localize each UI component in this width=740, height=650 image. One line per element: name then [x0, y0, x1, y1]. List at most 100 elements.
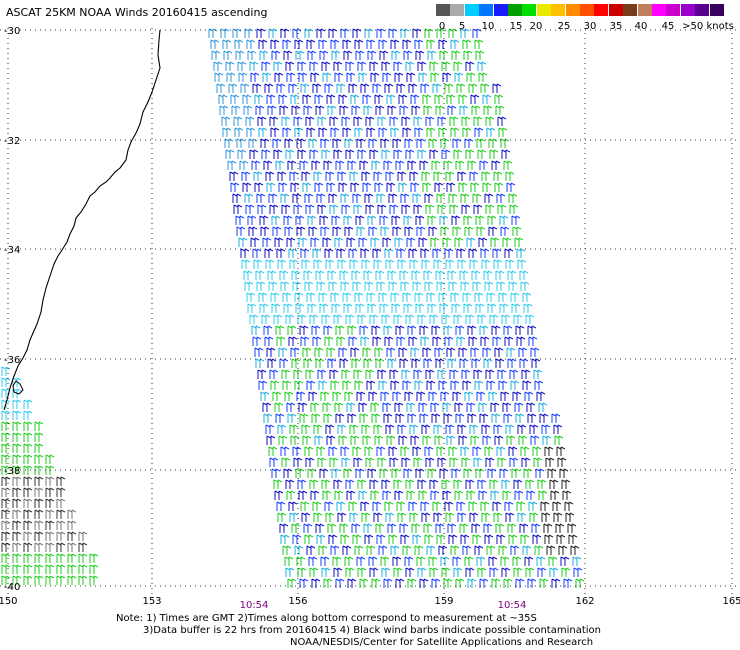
wind-barb: [271, 468, 281, 478]
australia-coastline: [3, 29, 161, 411]
wind-barb: [460, 534, 470, 544]
wind-barb: [402, 292, 412, 302]
wind-barb: [474, 545, 484, 555]
wind-barb: [448, 534, 458, 544]
wind-barb: [34, 487, 44, 497]
wind-barb: [330, 39, 340, 49]
wind-barb: [417, 61, 427, 71]
wind-barb: [359, 578, 369, 588]
wind-barb: [222, 39, 232, 49]
wind-barb: [472, 534, 482, 544]
wind-barb: [353, 457, 363, 467]
wind-barb: [311, 413, 321, 423]
wind-barb: [344, 556, 354, 566]
wind-barb: [306, 380, 316, 390]
wind-barb: [567, 523, 577, 533]
wind-barb: [532, 534, 542, 544]
wind-barb: [398, 182, 408, 192]
wind-barb: [376, 28, 386, 38]
wind-barb: [382, 72, 392, 82]
wind-barb: [499, 468, 509, 478]
wind-barb: [418, 237, 428, 247]
wind-barb: [316, 28, 326, 38]
wind-barb: [234, 127, 244, 137]
wind-barb: [351, 523, 361, 533]
wind-barb: [438, 39, 448, 49]
wind-barb: [56, 575, 66, 585]
wind-barb: [310, 490, 320, 500]
wind-barb: [353, 369, 363, 379]
wind-barb: [309, 61, 319, 71]
wind-barb: [376, 281, 386, 291]
wind-barb: [270, 380, 280, 390]
wind-barb: [432, 336, 442, 346]
wind-barb: [367, 303, 377, 313]
wind-barb: [447, 358, 457, 368]
wind-barb: [301, 259, 311, 269]
wind-barb: [384, 248, 394, 258]
wind-barb: [12, 476, 22, 486]
wind-barb: [371, 325, 381, 335]
wind-barb: [411, 523, 421, 533]
wind-barb: [423, 105, 433, 115]
wind-barb: [475, 303, 485, 313]
wind-barb: [321, 479, 331, 489]
wind-barb: [417, 149, 427, 159]
wind-barb: [462, 292, 472, 302]
wind-barb: [337, 171, 347, 181]
wind-barb: [312, 83, 322, 93]
wind-barb: [505, 512, 515, 522]
colorbar-segment: [551, 4, 566, 16]
wind-barb: [329, 116, 339, 126]
wind-barb: [459, 105, 469, 115]
wind-barb: [274, 402, 284, 412]
wind-barb: [430, 490, 440, 500]
wind-barb: [360, 248, 370, 258]
wind-barb: [398, 347, 408, 357]
wind-barb: [245, 204, 255, 214]
wind-barb: [497, 369, 507, 379]
wind-barb: [283, 50, 293, 60]
wind-barb: [468, 83, 478, 93]
wind-barb: [233, 204, 243, 214]
wind-barb: [45, 542, 55, 552]
wind-barb: [291, 523, 301, 533]
wind-barb: [452, 138, 462, 148]
longitude-label: 150: [0, 596, 18, 607]
wind-barb: [311, 578, 321, 588]
wind-barb: [492, 248, 502, 258]
wind-barb: [376, 446, 386, 456]
wind-barb: [497, 204, 507, 214]
wind-barb: [478, 72, 488, 82]
wind-barb: [462, 127, 472, 137]
wind-barb: [484, 446, 494, 456]
wind-barb: [261, 314, 271, 324]
wind-barb: [282, 292, 292, 302]
wind-barb: [414, 545, 424, 555]
wind-barb: [238, 237, 248, 247]
wind-barb: [12, 432, 22, 442]
wind-barb: [300, 336, 310, 346]
wind-barb: [340, 193, 350, 203]
wind-barb: [300, 501, 310, 511]
wind-barb: [223, 50, 233, 60]
pass-time-label: 10:54: [240, 600, 269, 611]
wind-barb: [342, 545, 352, 555]
wind-barb: [270, 127, 280, 137]
wind-barb: [480, 501, 490, 511]
wind-barb: [513, 314, 523, 324]
wind-barb: [272, 391, 282, 401]
wind-barb: [309, 149, 319, 159]
wind-barb: [534, 380, 544, 390]
wind-barb: [345, 61, 355, 71]
wind-barb: [288, 248, 298, 258]
wind-barb: [331, 215, 341, 225]
wind-barb: [431, 413, 441, 423]
wind-barb: [338, 182, 348, 192]
wind-barb: [337, 259, 347, 269]
wind-barb: [351, 270, 361, 280]
wind-barb: [216, 83, 226, 93]
wind-barb: [285, 61, 295, 71]
wind-barb: [1, 366, 11, 376]
wind-barb: [392, 138, 402, 148]
